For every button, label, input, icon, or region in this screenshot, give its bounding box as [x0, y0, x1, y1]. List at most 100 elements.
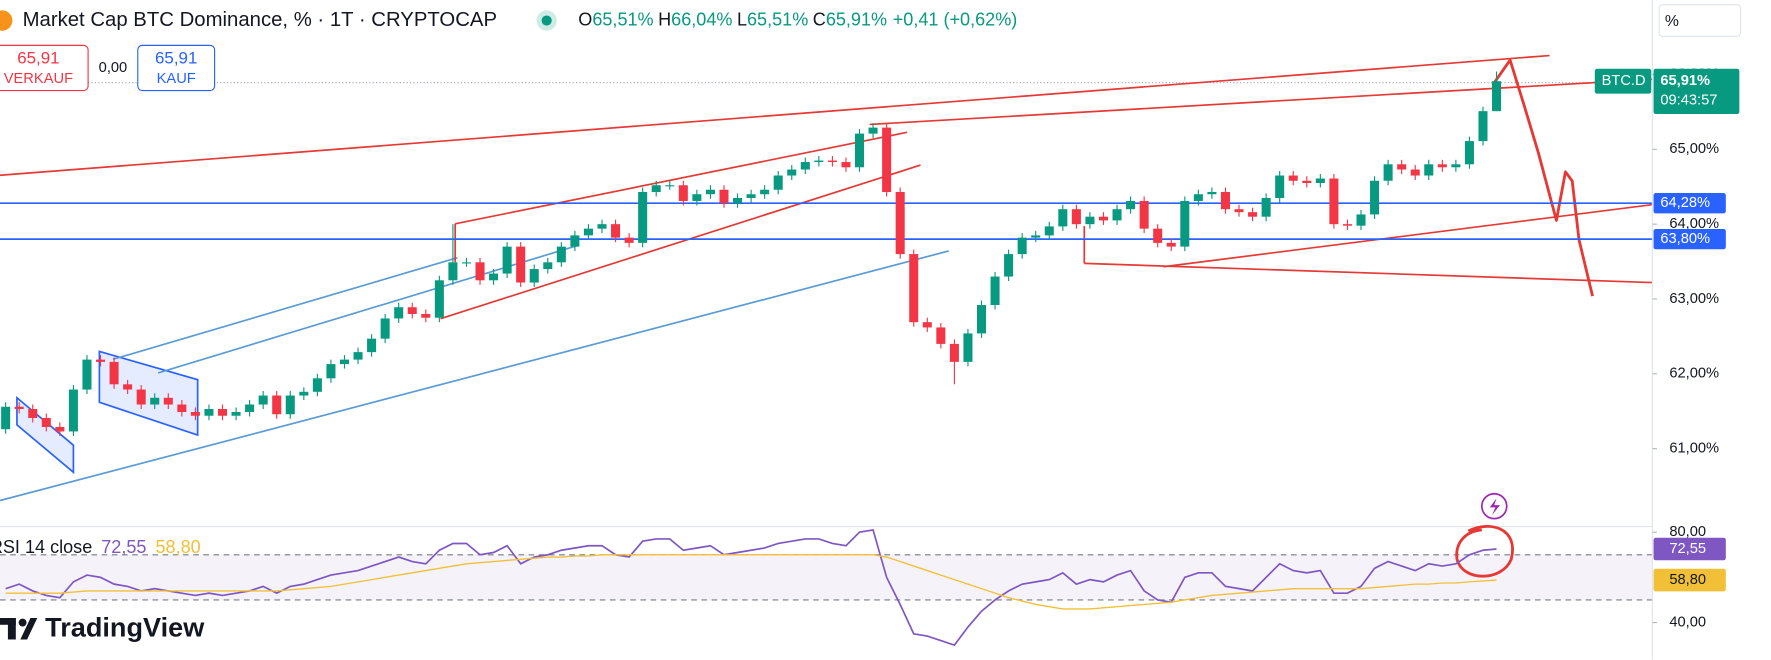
candle-body: [489, 273, 499, 281]
ohlc-value: 65,51%: [592, 9, 653, 29]
last-price-label: 65,91%: [1660, 73, 1710, 89]
candle-body: [1180, 200, 1190, 247]
candle-body: [638, 191, 648, 243]
hline-label-bg: [1653, 193, 1726, 214]
candle-body: [1031, 235, 1041, 238]
y-tick-label: 40,00: [1669, 614, 1706, 630]
candle-body: [1424, 164, 1434, 176]
candle-body: [705, 189, 715, 195]
buy-button[interactable]: [137, 44, 216, 92]
rsi-pane: [0, 554, 1653, 601]
candle-body: [68, 389, 78, 432]
candle-body: [583, 228, 593, 236]
candle-body: [1248, 212, 1258, 217]
candle-body: [285, 395, 295, 415]
candle-body: [1139, 200, 1149, 229]
trend-line: [455, 131, 908, 225]
candle-body: [380, 318, 390, 339]
trend-line: [112, 256, 458, 361]
candle-body: [800, 162, 810, 170]
candle-body: [1153, 228, 1163, 243]
candle-body: [868, 127, 878, 134]
candle-body: [421, 313, 431, 318]
candle-body: [1383, 164, 1393, 181]
candle-body: [773, 175, 783, 190]
candle-body: [1288, 175, 1298, 181]
candle-body: [55, 426, 65, 432]
candle-body: [1126, 200, 1136, 210]
rsi-last-bg: [1653, 568, 1726, 592]
rsi-line: [5, 528, 1497, 647]
candle-body: [1261, 197, 1271, 217]
candle-body: [963, 333, 973, 362]
ohlc-value: 65,91%: [826, 9, 887, 29]
candle-body: [1071, 209, 1081, 225]
candle-body: [1085, 216, 1095, 225]
symbol-label-bg: [1594, 68, 1652, 94]
candle-body: [190, 412, 200, 416]
candle-body: [461, 262, 471, 264]
spread: 0,00: [99, 60, 128, 76]
y-tick-label: 80,00: [1669, 524, 1706, 540]
candle-body: [434, 280, 444, 318]
candle-body: [150, 397, 160, 405]
trend-line: [0, 250, 949, 502]
chart-title: Market Cap BTC Dominance, % · 1T · CRYPT…: [23, 9, 497, 31]
candle-body: [1017, 237, 1027, 255]
candle-body: [746, 194, 756, 198]
ohlc-key: H: [658, 9, 671, 29]
candle-body: [909, 254, 919, 323]
candle-body: [109, 361, 119, 385]
candle-body: [570, 235, 580, 247]
trend-line: [1163, 203, 1653, 268]
candle-body: [624, 237, 634, 243]
candle-body: [1451, 164, 1461, 168]
candle-body: [475, 262, 485, 281]
candle-body: [136, 389, 146, 405]
ohlc-key: C: [813, 9, 826, 29]
status-dot: [541, 15, 552, 26]
candle-body: [1058, 209, 1068, 227]
sell-button[interactable]: [0, 44, 89, 92]
candle-body: [1356, 214, 1366, 226]
candle-body: [123, 384, 133, 390]
candle-body: [733, 197, 743, 204]
axis-labels: 61,00%62,00%63,00%64,00%65,00%66,00%64,2…: [1594, 66, 1740, 630]
rsi-legend: RSI 14 close 72,55 58,80: [0, 537, 201, 557]
candle-body: [1004, 254, 1014, 277]
candle-body: [787, 169, 797, 176]
trend-line: [0, 54, 1550, 177]
ohlc-key: O: [578, 9, 592, 29]
brand: TradingView: [45, 611, 205, 642]
rsi-last-label: 72,55: [1669, 541, 1706, 557]
candle-body: [665, 185, 675, 187]
candle-body: [719, 189, 729, 204]
y-tick-label: 63,00%: [1669, 291, 1719, 307]
freehand-circle: [1455, 524, 1514, 578]
ohlc-value: 65,51%: [747, 9, 808, 29]
candle-body: [1220, 191, 1230, 210]
candle-body: [1370, 180, 1380, 215]
candle-body: [529, 269, 539, 283]
candle-body: [231, 412, 241, 416]
candle-body: [1207, 191, 1217, 195]
candle-body: [163, 397, 173, 405]
rsi-last-label: 58,80: [1669, 572, 1706, 588]
candle-body: [96, 359, 106, 362]
sell-label: VERKAUF: [4, 71, 73, 87]
candle-body: [1275, 175, 1285, 198]
rsi-title: RSI 14 close: [0, 537, 92, 557]
candle-body: [1302, 180, 1312, 184]
candle-body: [556, 246, 566, 263]
candle-body: [949, 343, 959, 362]
candle-body: [1315, 178, 1325, 184]
logo-mark: [18, 618, 27, 627]
candle-body: [312, 378, 322, 392]
candle-body: [1098, 216, 1109, 221]
candle-body: [516, 246, 526, 283]
candle-body: [976, 304, 987, 334]
candle-body: [82, 359, 92, 390]
y-tick-label: 62,00%: [1669, 366, 1719, 382]
